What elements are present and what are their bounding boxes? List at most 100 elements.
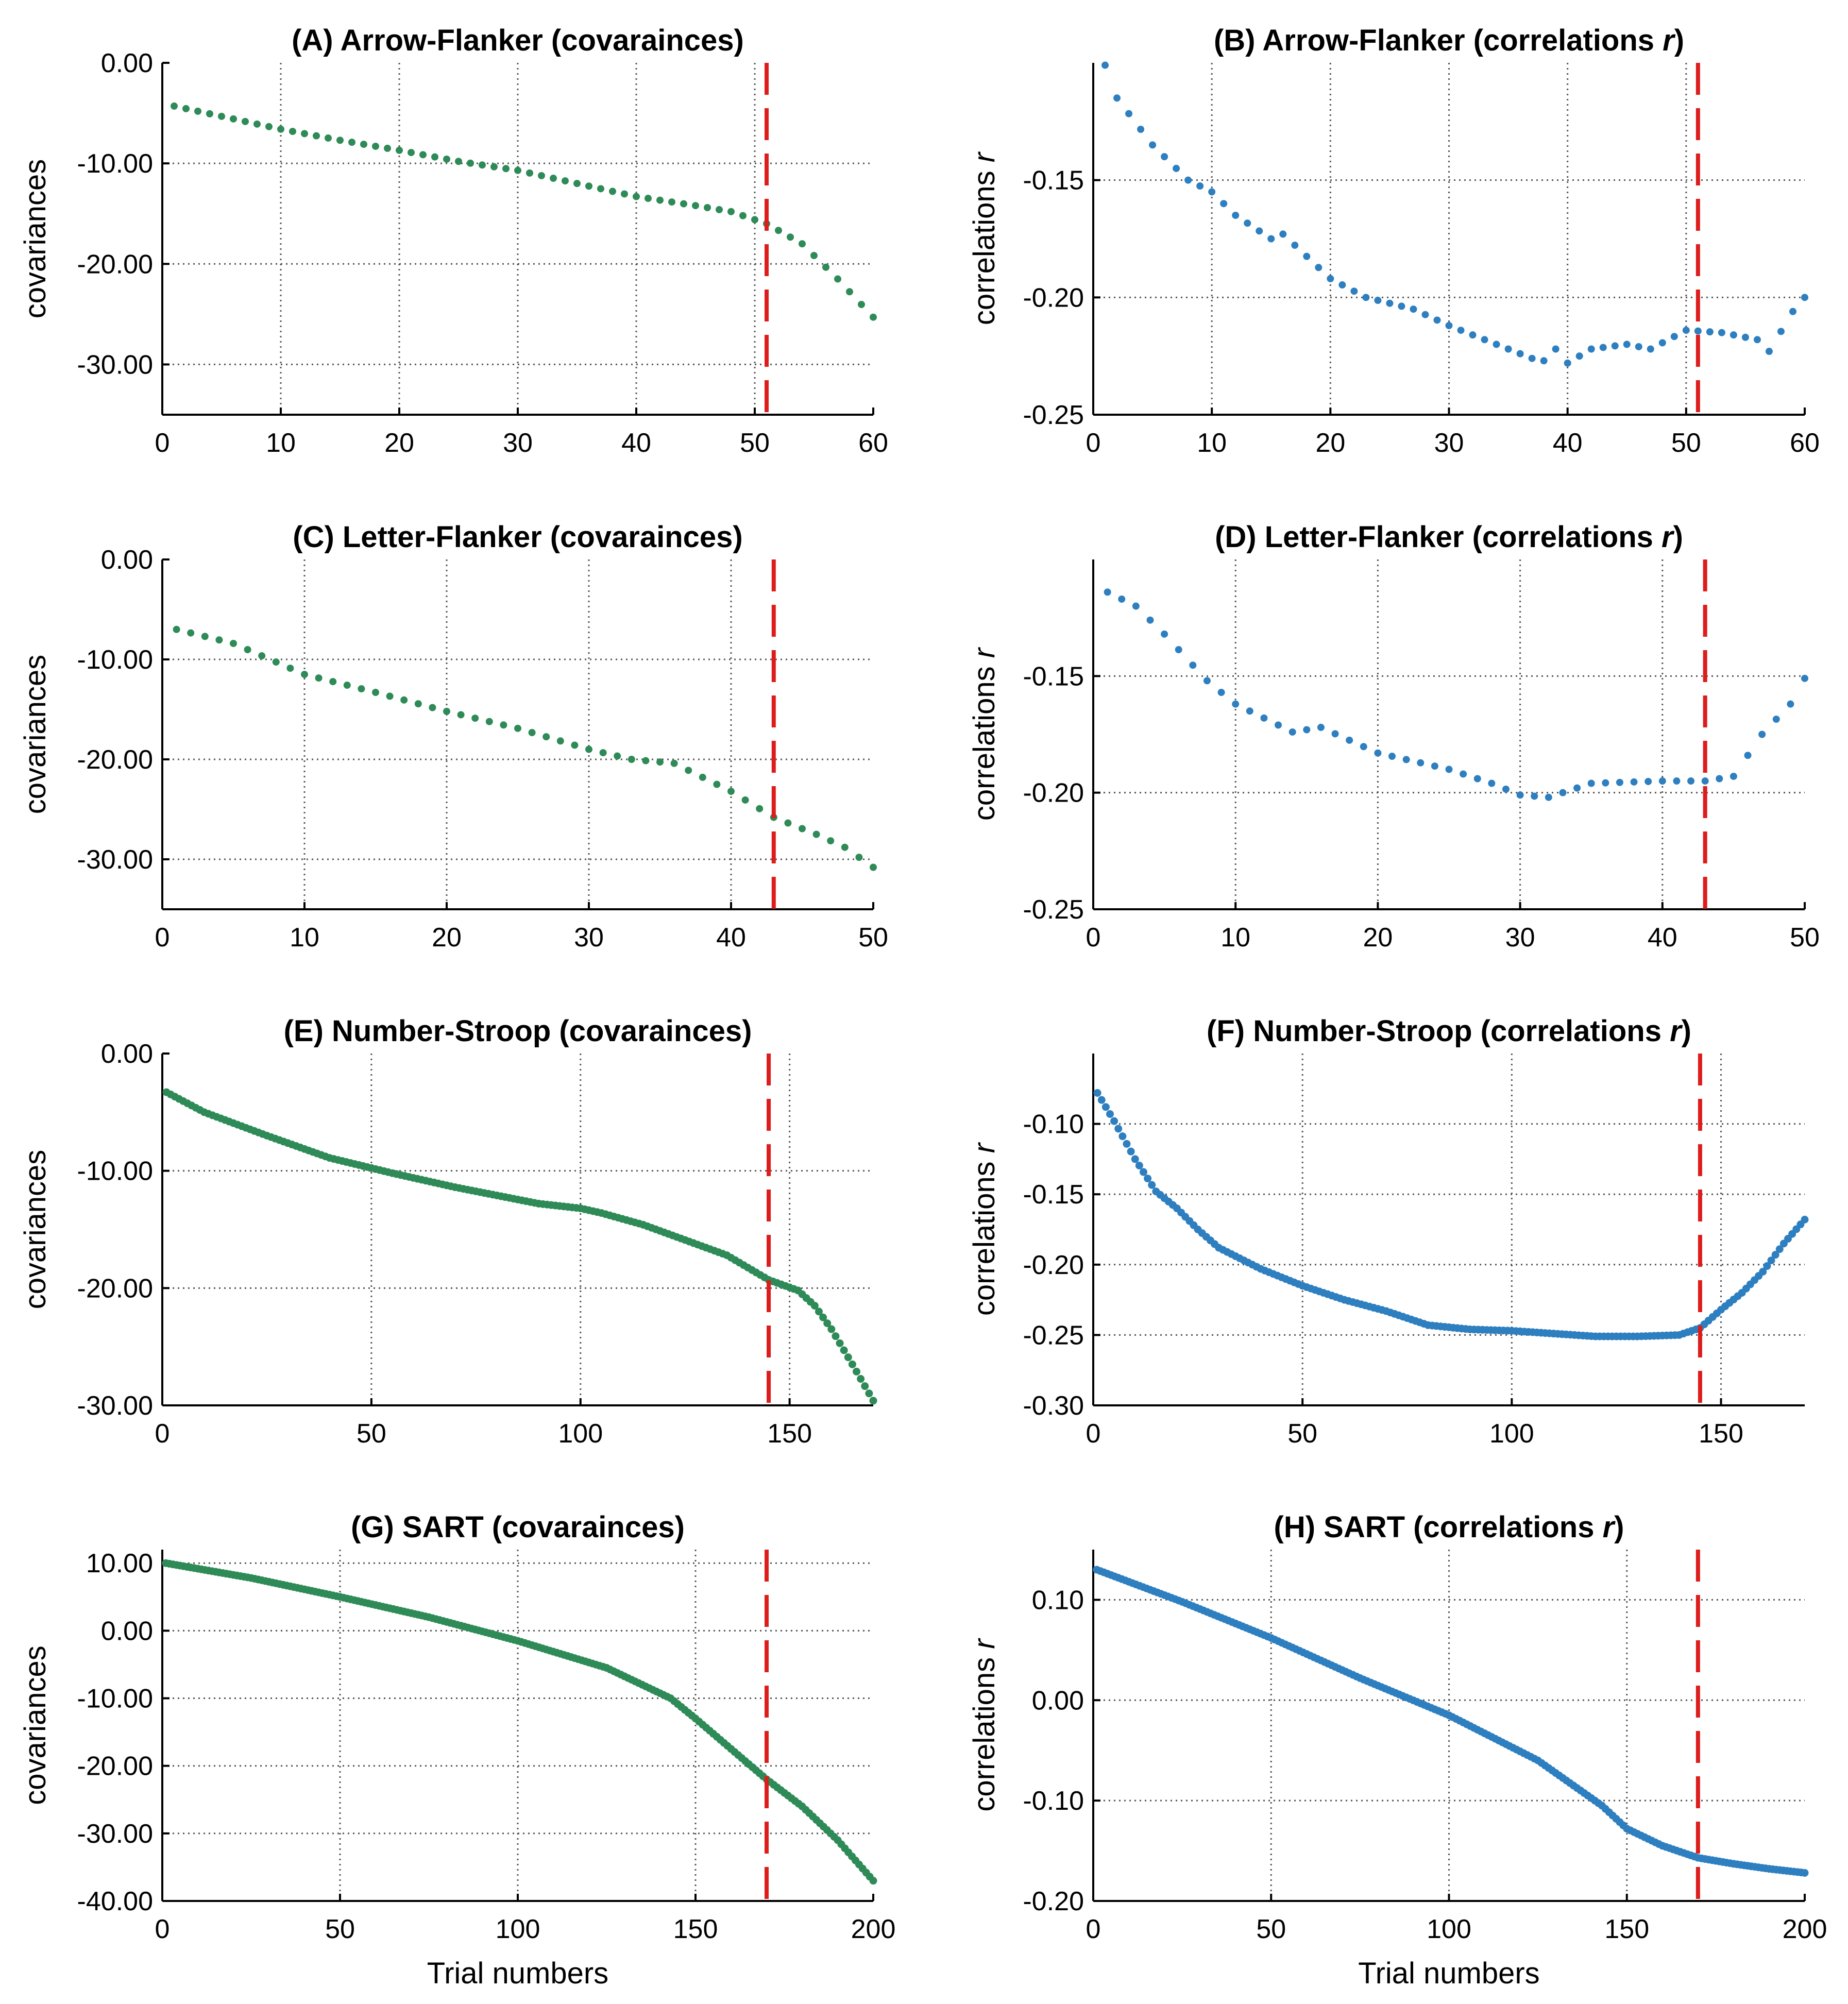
data-point [1149,141,1157,149]
y-tick-label: -20.00 [77,1273,153,1303]
data-point [585,745,592,753]
x-tick-label: 200 [1783,1914,1827,1944]
data-point [1716,775,1723,783]
y-tick-label: -0.25 [1023,895,1084,925]
data-point [1410,305,1417,313]
data-point [656,196,664,204]
y-tick-label: -0.20 [1023,1887,1084,1916]
x-tick-label: 30 [1434,428,1464,458]
data-point [457,711,465,719]
data-point [358,685,365,693]
data-point [823,1319,832,1328]
data-point [360,141,367,148]
y-tick-label: -20.00 [77,249,153,279]
data-point [1132,602,1140,610]
data-point [704,204,711,212]
data-point [1338,281,1346,289]
data-point [846,288,853,296]
y-tick-label: -30.00 [77,1819,153,1849]
data-point [1531,792,1538,800]
y-tick-label: -10.00 [77,645,153,675]
y-tick-label: -10.00 [77,1157,153,1186]
data-point [1232,700,1240,708]
data-point [571,741,579,749]
data-point [1445,766,1453,773]
x-tick-label: 50 [357,1419,386,1449]
data-point [685,767,692,774]
data-point [396,146,403,154]
data-point [514,166,521,174]
y-tick-label: -0.20 [1023,1250,1084,1280]
data-point [431,153,438,161]
data-point [642,757,650,765]
x-tick-label: 150 [767,1419,812,1449]
data-point [869,1397,877,1405]
data-point [1360,743,1367,751]
data-point [1516,791,1524,799]
data-point [858,300,865,308]
data-point [573,180,581,188]
data-point [716,206,723,213]
data-point [325,134,332,142]
data-point [1573,784,1581,792]
data-point [1208,188,1216,196]
x-tick-label: 40 [621,428,651,458]
x-tick-label: 10 [1220,923,1250,953]
data-point [1203,677,1211,685]
data-point [727,208,735,215]
data-point [1772,716,1780,723]
x-tick-label: 30 [574,923,604,953]
data-point [1256,227,1263,235]
data-point [670,759,678,767]
data-point [471,715,479,722]
data-point [514,724,521,732]
data-point [727,788,735,795]
data-point [1362,294,1370,301]
data-point [585,182,592,190]
data-point [1125,110,1133,117]
data-point [1758,731,1766,738]
data-point [1528,354,1536,362]
data-point [756,805,764,812]
y-tick-label: 10.00 [86,1549,153,1578]
x-tick-label: 10 [290,923,319,953]
data-point [253,120,261,128]
x-axis-label: Trial numbers [1358,1957,1539,1990]
data-point [1327,275,1334,282]
data-point [372,142,379,150]
data-point [1564,359,1571,367]
data-point [832,1332,840,1340]
data-point [870,863,877,871]
data-point [1398,302,1405,310]
data-point [1101,1103,1110,1111]
x-tick-label: 100 [558,1419,603,1449]
data-point [1421,311,1429,318]
data-point [1189,661,1197,669]
data-point [597,185,604,193]
x-tick-label: 0 [155,1914,170,1944]
x-tick-label: 150 [1699,1419,1743,1449]
data-point [1431,762,1438,770]
data-point [329,678,337,686]
data-point [739,212,747,219]
data-point [286,665,294,672]
panel-title: (H) SART (correlations r) [1274,1510,1624,1544]
data-point [502,165,510,173]
data-point [1232,211,1240,219]
data-point [265,123,273,130]
data-point [1635,343,1642,350]
x-tick-label: 0 [1086,923,1101,953]
data-point [870,313,877,321]
data-point [1139,1168,1147,1176]
data-point [277,125,284,133]
panel-C: 0 10 20 30 40 50 0.00 -10.00 -20.00 -30.00 (C) Let… [19,520,888,953]
x-tick-label: 100 [1489,1419,1534,1449]
data-point [1303,252,1311,260]
data-point [1148,1181,1156,1189]
data-point [1433,316,1441,324]
data-point [414,700,422,708]
data-point [1775,1245,1784,1253]
data-point [1488,779,1496,787]
data-point [1670,333,1678,341]
y-tick-label: -0.15 [1023,1180,1084,1210]
